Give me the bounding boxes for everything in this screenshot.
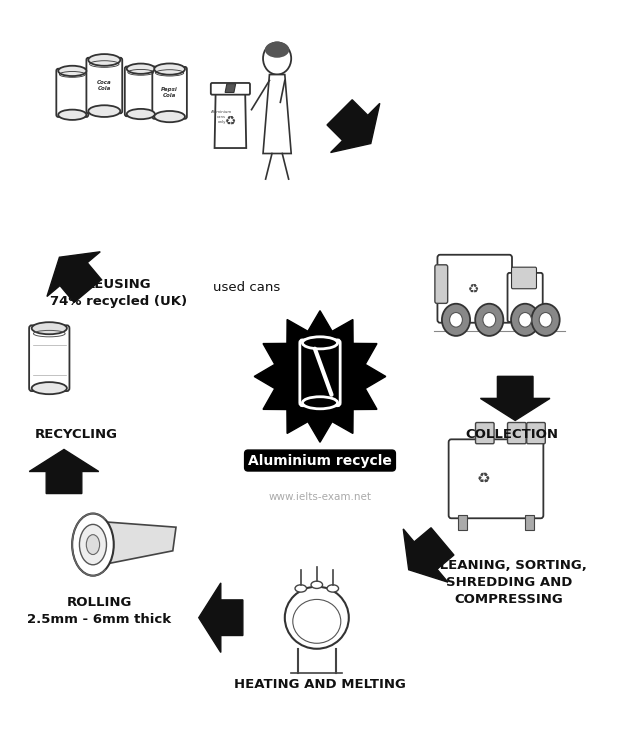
Text: CLEANING, SORTING,
SHREDDING AND
COMPRESSING: CLEANING, SORTING, SHREDDING AND COMPRES… — [430, 559, 588, 606]
Text: Aluminium recycle: Aluminium recycle — [248, 453, 392, 468]
FancyBboxPatch shape — [152, 67, 187, 119]
Circle shape — [519, 313, 531, 327]
Ellipse shape — [79, 524, 106, 565]
FancyBboxPatch shape — [211, 83, 250, 95]
Text: ♻: ♻ — [476, 471, 490, 486]
FancyBboxPatch shape — [476, 423, 494, 444]
Ellipse shape — [302, 397, 338, 409]
Ellipse shape — [86, 534, 100, 555]
Ellipse shape — [32, 322, 67, 334]
Text: COLLECTION: COLLECTION — [465, 428, 559, 441]
FancyBboxPatch shape — [438, 255, 512, 323]
Ellipse shape — [154, 111, 185, 122]
FancyBboxPatch shape — [511, 268, 536, 289]
Ellipse shape — [302, 337, 338, 349]
Circle shape — [483, 313, 495, 327]
Ellipse shape — [311, 581, 323, 588]
Ellipse shape — [88, 54, 120, 66]
FancyBboxPatch shape — [300, 340, 340, 406]
Text: HEATING AND MELTING: HEATING AND MELTING — [234, 678, 406, 692]
Polygon shape — [214, 93, 246, 148]
Text: RECYCLING: RECYCLING — [35, 428, 118, 441]
FancyBboxPatch shape — [300, 340, 340, 406]
Ellipse shape — [154, 64, 185, 75]
Ellipse shape — [127, 64, 155, 74]
Ellipse shape — [327, 585, 339, 592]
FancyBboxPatch shape — [435, 265, 448, 303]
Ellipse shape — [295, 585, 307, 592]
FancyBboxPatch shape — [125, 67, 157, 116]
Text: REUSING
74% recycled (UK): REUSING 74% recycled (UK) — [50, 278, 187, 308]
Text: Pepsi
Cola: Pepsi Cola — [161, 88, 178, 98]
Circle shape — [540, 313, 552, 327]
Circle shape — [531, 304, 560, 336]
Bar — [458, 515, 467, 530]
Circle shape — [450, 313, 463, 327]
Circle shape — [511, 304, 540, 336]
Ellipse shape — [302, 397, 338, 409]
FancyBboxPatch shape — [86, 58, 122, 113]
Ellipse shape — [72, 513, 114, 576]
Polygon shape — [199, 583, 243, 653]
Ellipse shape — [32, 382, 67, 394]
Ellipse shape — [265, 42, 289, 58]
Ellipse shape — [285, 586, 349, 649]
Text: ♻: ♻ — [468, 282, 479, 295]
FancyBboxPatch shape — [449, 439, 543, 518]
Ellipse shape — [88, 105, 120, 117]
Circle shape — [475, 304, 503, 336]
Circle shape — [442, 304, 470, 336]
Text: Aluminium
cans
only: Aluminium cans only — [211, 110, 232, 124]
Polygon shape — [327, 99, 380, 153]
Ellipse shape — [58, 110, 86, 120]
Bar — [525, 515, 534, 530]
Polygon shape — [225, 84, 236, 92]
Polygon shape — [254, 311, 386, 442]
Ellipse shape — [302, 337, 338, 349]
Circle shape — [263, 42, 291, 75]
Text: Coca
Cola: Coca Cola — [97, 80, 112, 91]
Polygon shape — [47, 251, 101, 303]
Polygon shape — [263, 75, 291, 154]
Ellipse shape — [58, 66, 86, 76]
Polygon shape — [481, 376, 550, 420]
FancyBboxPatch shape — [29, 325, 69, 391]
FancyBboxPatch shape — [56, 69, 88, 117]
Polygon shape — [403, 528, 454, 582]
Text: used cans: used cans — [212, 281, 280, 295]
FancyBboxPatch shape — [508, 423, 526, 444]
Polygon shape — [93, 521, 176, 567]
Ellipse shape — [127, 109, 155, 119]
Text: ROLLING
2.5mm - 6mm thick: ROLLING 2.5mm - 6mm thick — [27, 596, 172, 626]
Text: ♻: ♻ — [225, 114, 236, 127]
Polygon shape — [29, 450, 99, 493]
FancyBboxPatch shape — [527, 423, 545, 444]
Text: www.ielts-exam.net: www.ielts-exam.net — [269, 492, 371, 502]
FancyBboxPatch shape — [508, 273, 543, 322]
